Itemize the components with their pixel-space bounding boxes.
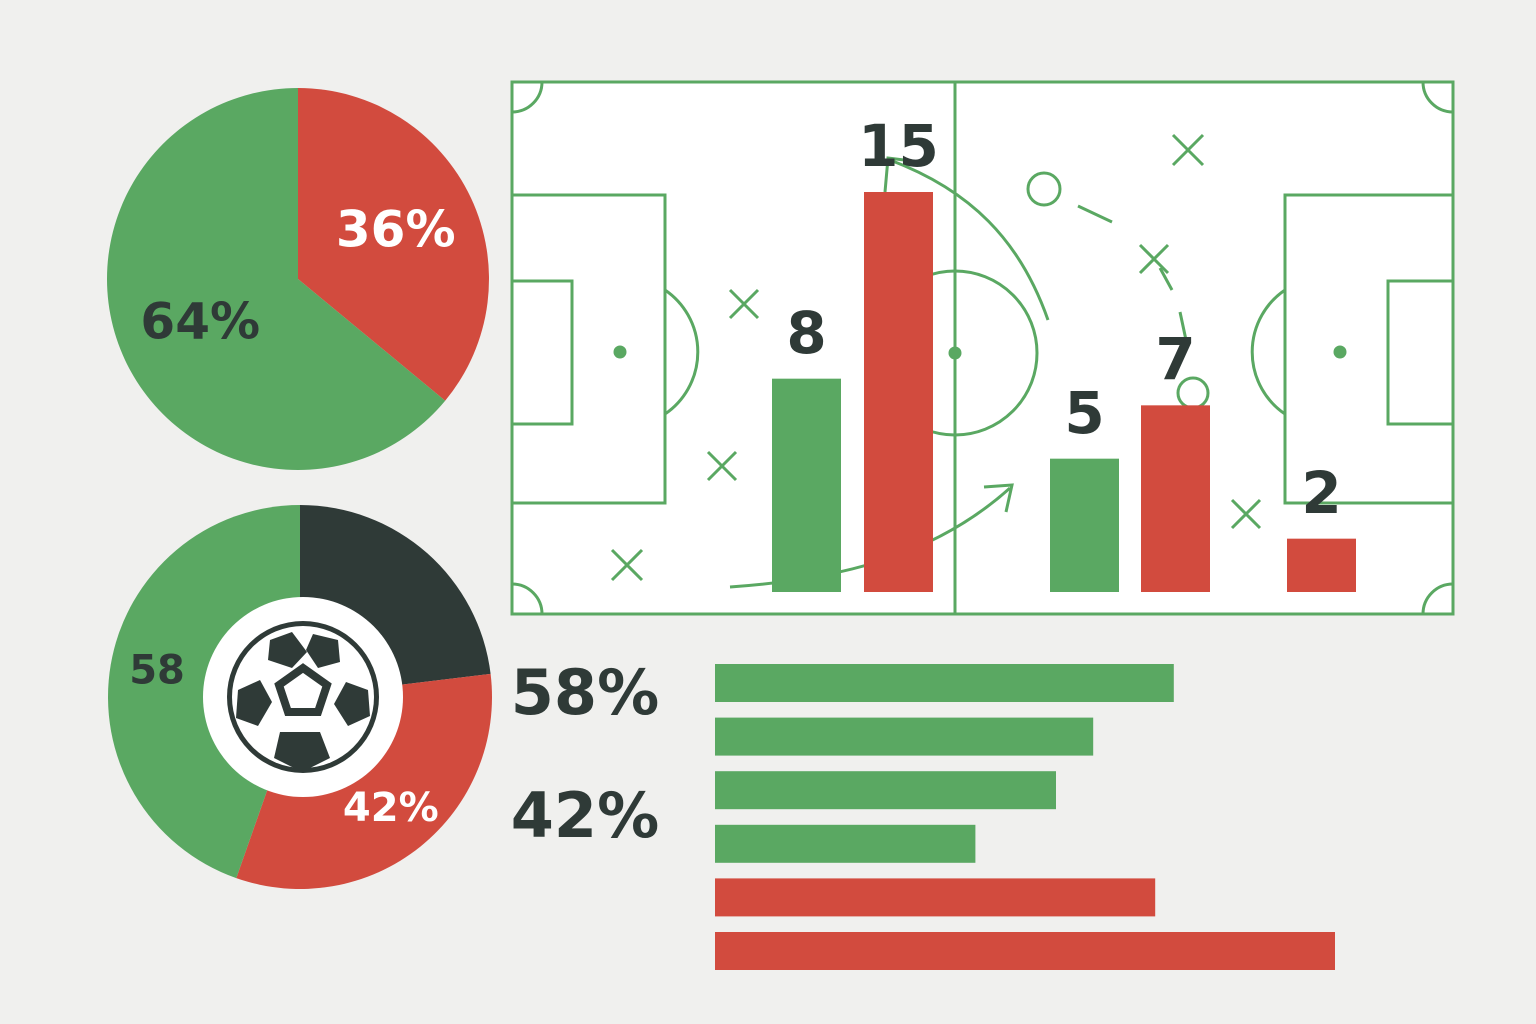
bar bbox=[864, 192, 933, 592]
soccer-ball bbox=[203, 597, 403, 797]
value-label: 15 bbox=[858, 112, 939, 180]
value-label: 7 bbox=[1155, 325, 1195, 393]
hbar bbox=[715, 771, 1056, 810]
value-label: 8 bbox=[786, 299, 826, 367]
value-label: 2 bbox=[1301, 459, 1341, 527]
hbar bbox=[715, 878, 1156, 917]
hbar bbox=[715, 664, 1174, 702]
bar bbox=[772, 378, 841, 592]
value-label: 64% bbox=[140, 292, 260, 350]
value-label: 5 bbox=[1064, 379, 1104, 447]
hbar bbox=[715, 824, 976, 863]
wedges bbox=[107, 88, 489, 470]
annotation: 58% bbox=[511, 656, 659, 729]
pitch bbox=[510, 80, 1455, 616]
hbar bbox=[715, 717, 1094, 756]
hbar bbox=[715, 932, 1335, 970]
wedge bbox=[298, 88, 489, 401]
bar bbox=[1141, 405, 1210, 592]
wedge bbox=[107, 88, 446, 470]
bar bbox=[1050, 458, 1119, 592]
value-label: 58 bbox=[129, 648, 185, 694]
value-label: 36% bbox=[336, 201, 456, 259]
annotation: 42% bbox=[511, 779, 659, 852]
value-label: 42% bbox=[343, 785, 439, 831]
bar bbox=[1287, 538, 1356, 592]
